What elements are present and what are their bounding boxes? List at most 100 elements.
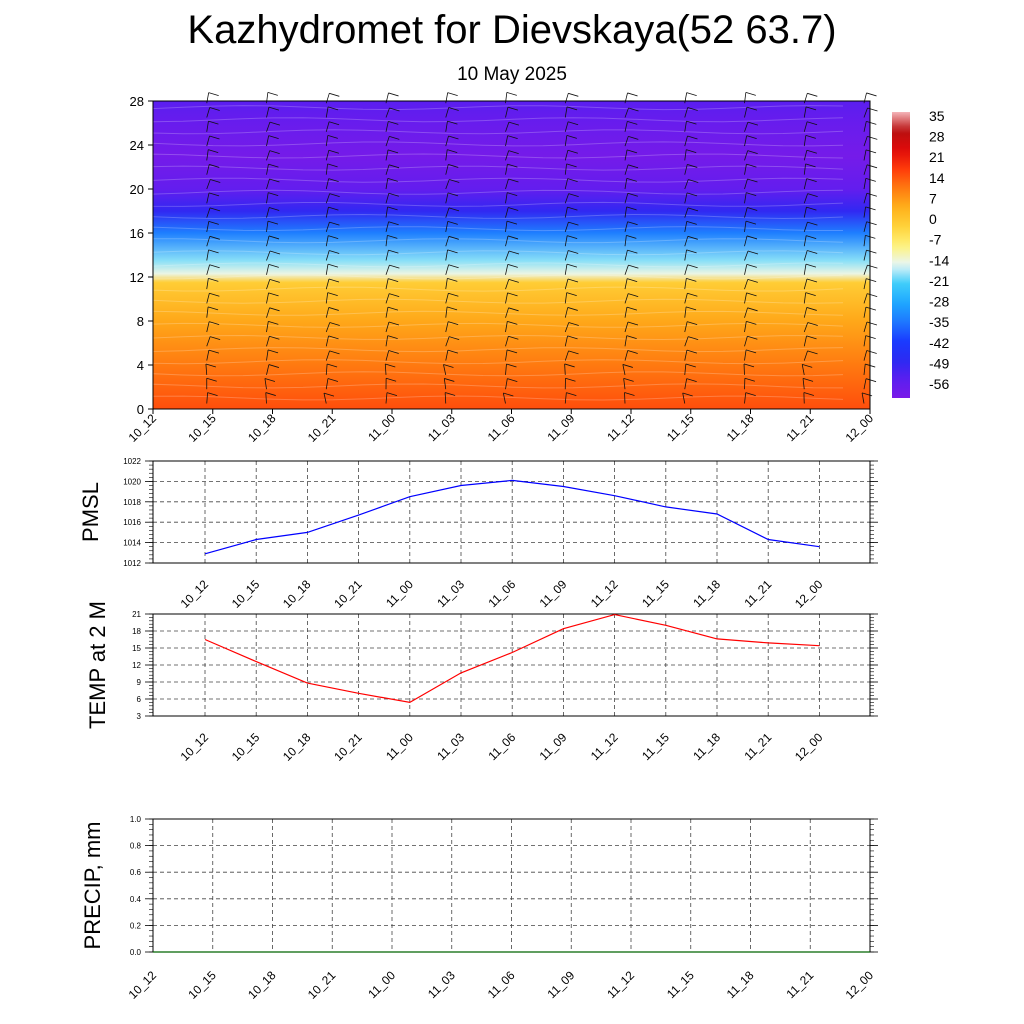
wind-barb-flag bbox=[205, 363, 217, 368]
wind-barb-flag bbox=[208, 120, 219, 125]
wind-barb bbox=[325, 322, 331, 333]
contour-line bbox=[152, 359, 844, 365]
wind-barb bbox=[325, 235, 329, 247]
wind-barb-flag bbox=[866, 121, 877, 125]
wind-barb-flag bbox=[807, 193, 818, 198]
wind-barb bbox=[744, 150, 749, 161]
wind-barb-flag bbox=[622, 364, 633, 368]
wind-barb bbox=[445, 221, 449, 232]
y-tick-label: 21 bbox=[132, 610, 141, 619]
colorbar-label: -7 bbox=[929, 232, 942, 248]
wind-barb-flag bbox=[865, 177, 876, 182]
wind-barb-flag bbox=[807, 322, 818, 326]
wind-barb-flag bbox=[386, 392, 398, 396]
wind-barb bbox=[264, 378, 267, 390]
wind-barb-flag bbox=[806, 278, 818, 283]
wind-barb-flag bbox=[567, 178, 578, 183]
contour-line bbox=[152, 274, 844, 280]
wind-barb bbox=[266, 207, 270, 218]
contour-line bbox=[152, 117, 844, 123]
wind-barb-flag bbox=[329, 250, 340, 254]
wind-barb-flag bbox=[508, 207, 519, 211]
wind-barb bbox=[863, 293, 868, 304]
wind-barb bbox=[684, 363, 687, 375]
wind-barb bbox=[266, 364, 270, 375]
wind-barb-flag bbox=[805, 106, 817, 111]
wind-barb bbox=[206, 121, 209, 132]
wind-barb bbox=[505, 378, 508, 390]
wind-barb-flag bbox=[326, 363, 338, 368]
wind-barb bbox=[445, 164, 449, 175]
wind-barb bbox=[206, 392, 209, 404]
x-tick-label: 10_15 bbox=[185, 968, 219, 1002]
wind-barb-flag bbox=[507, 264, 518, 268]
wind-barb-flag bbox=[687, 321, 698, 326]
wind-barb-flag bbox=[866, 249, 877, 254]
contour-line bbox=[152, 286, 844, 292]
wind-barb bbox=[803, 193, 809, 204]
wind-barb-flag bbox=[688, 179, 699, 183]
wind-barb-flag bbox=[745, 349, 757, 354]
wind-barb-flag bbox=[328, 235, 339, 240]
wind-barb-flag bbox=[208, 192, 220, 197]
x-tick-label: 10_21 bbox=[305, 968, 339, 1002]
wind-barb bbox=[624, 250, 628, 261]
wind-barb-flag bbox=[388, 121, 399, 125]
wind-barb bbox=[445, 236, 450, 247]
y-tick-label: 18 bbox=[132, 627, 141, 636]
temp-2m-panel: 3 6 9 12 15 18 21 10_12 10_15 10_18 10_21 11_00 11_0… bbox=[85, 601, 878, 764]
wind-barb bbox=[564, 135, 568, 147]
contour-line bbox=[152, 153, 844, 159]
wind-barb-flag bbox=[806, 178, 817, 183]
wind-barb bbox=[385, 221, 390, 232]
chart-title: Kazhydromet for Dievskaya(52 63.7) bbox=[187, 8, 837, 52]
x-tick-label: 10_18 bbox=[280, 577, 314, 611]
wind-barb bbox=[505, 107, 509, 118]
wind-barb bbox=[564, 363, 566, 375]
wind-barb-flag bbox=[805, 292, 816, 297]
wind-barb-flag bbox=[389, 264, 400, 269]
colorbar-label: 7 bbox=[929, 190, 937, 206]
wind-barb-flag bbox=[686, 192, 698, 197]
wind-barb bbox=[684, 192, 688, 204]
wind-barb-flag bbox=[387, 306, 399, 311]
contour-line bbox=[152, 141, 844, 147]
wind-barb-flag bbox=[628, 136, 639, 140]
wind-barb bbox=[863, 221, 868, 232]
wind-barb-flag bbox=[682, 392, 693, 397]
wind-barb bbox=[505, 178, 509, 190]
wind-barb-flag bbox=[627, 164, 639, 169]
y-axis-label: PMSL bbox=[78, 482, 103, 542]
wind-barb-flag bbox=[269, 178, 280, 183]
y-tick-label: 16 bbox=[130, 226, 144, 241]
wind-barb bbox=[564, 207, 568, 218]
x-tick-label: 11_21 bbox=[741, 577, 774, 610]
series-line bbox=[204, 613, 820, 704]
y-tick-label: 24 bbox=[130, 138, 144, 153]
contour-line bbox=[152, 334, 844, 341]
wind-barb-flag bbox=[388, 321, 400, 326]
colorbar-label: -56 bbox=[929, 376, 949, 392]
contour-line bbox=[152, 226, 843, 232]
wind-barb bbox=[206, 207, 211, 218]
wind-barb-flag bbox=[745, 392, 756, 397]
wind-barb bbox=[505, 135, 509, 147]
y-tick-label: 20 bbox=[130, 182, 144, 197]
x-tick-label: 12_00 bbox=[792, 730, 826, 764]
x-tick-label: 10_15 bbox=[185, 411, 219, 445]
x-tick-label: 11_06 bbox=[485, 730, 518, 763]
wind-barb bbox=[564, 235, 568, 247]
wind-barb-flag bbox=[268, 135, 279, 140]
contour-line bbox=[152, 189, 844, 195]
wind-barb bbox=[684, 221, 688, 232]
wind-barb-flag bbox=[627, 321, 639, 326]
wind-barb-flag bbox=[686, 249, 697, 254]
wind-barb-flag bbox=[686, 120, 697, 125]
wind-barb bbox=[564, 350, 569, 361]
wind-barb-flag bbox=[265, 392, 276, 396]
wind-barb-flag bbox=[507, 235, 519, 240]
wind-barb bbox=[505, 292, 508, 304]
wind-barb bbox=[385, 278, 389, 290]
wind-barb-flag bbox=[507, 192, 518, 197]
wind-barb-flag bbox=[865, 149, 877, 154]
